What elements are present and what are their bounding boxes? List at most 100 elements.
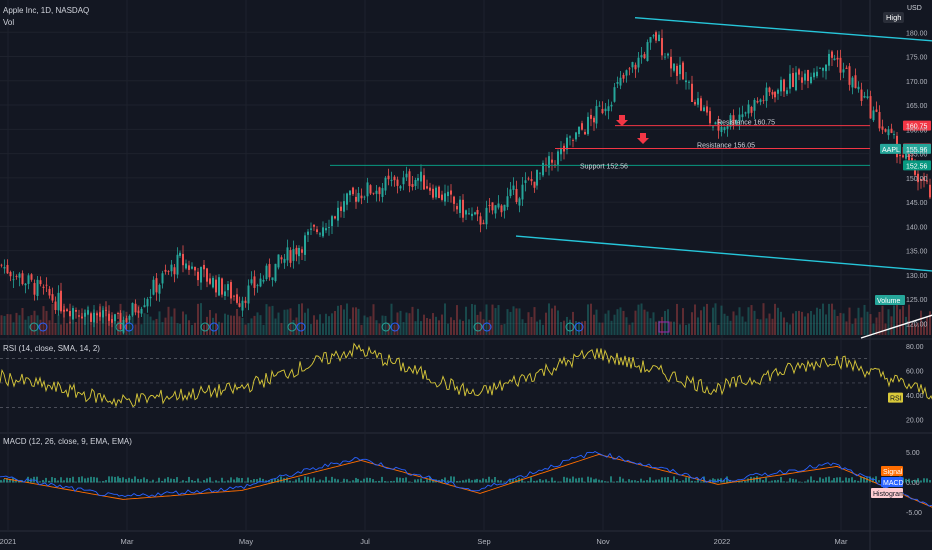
drawing-lines[interactable]	[515, 17, 932, 339]
candle-body[interactable]	[819, 67, 821, 69]
candle-body[interactable]	[60, 290, 62, 312]
candle-body[interactable]	[750, 106, 753, 113]
candle-body[interactable]	[595, 106, 598, 124]
candle-body[interactable]	[777, 89, 779, 94]
candle-body[interactable]	[497, 203, 500, 208]
candle-body[interactable]	[54, 301, 57, 311]
candle-body[interactable]	[920, 178, 922, 181]
candle-body[interactable]	[807, 69, 809, 81]
candle-body[interactable]	[468, 213, 470, 215]
candle-body[interactable]	[899, 155, 901, 157]
candle-body[interactable]	[102, 310, 104, 318]
dividend-icon[interactable]	[296, 322, 306, 332]
candle-body[interactable]	[253, 276, 256, 288]
candle-body[interactable]	[598, 105, 601, 107]
candle-body[interactable]	[607, 106, 610, 112]
candle-body[interactable]	[453, 196, 455, 204]
candle-body[interactable]	[869, 96, 872, 119]
candle-body[interactable]	[795, 72, 797, 91]
candle-body[interactable]	[396, 179, 399, 186]
candle-body[interactable]	[878, 112, 881, 129]
candle-body[interactable]	[590, 114, 592, 119]
candle-body[interactable]	[39, 280, 42, 285]
earnings-icon[interactable]	[473, 322, 483, 332]
candle-body[interactable]	[33, 283, 36, 295]
candle-body[interactable]	[185, 263, 187, 269]
candle-body[interactable]	[474, 212, 476, 215]
candle-body[interactable]	[735, 120, 738, 123]
candle-body[interactable]	[331, 216, 333, 227]
candle-body[interactable]	[230, 282, 232, 299]
candle-body[interactable]	[221, 278, 223, 295]
candle-body[interactable]	[170, 264, 173, 272]
candle-body[interactable]	[581, 123, 583, 130]
candle-body[interactable]	[289, 250, 292, 263]
candle-body[interactable]	[399, 186, 402, 189]
candle-body[interactable]	[863, 96, 866, 98]
candle-body[interactable]	[688, 81, 690, 83]
candle-body[interactable]	[390, 179, 393, 181]
candle-body[interactable]	[539, 172, 541, 174]
candle-body[interactable]	[96, 313, 98, 316]
candle-body[interactable]	[917, 173, 919, 183]
candle-body[interactable]	[456, 206, 458, 210]
candle-body[interactable]	[813, 72, 815, 78]
candle-body[interactable]	[584, 131, 586, 135]
candle-body[interactable]	[825, 64, 827, 72]
candle-body[interactable]	[402, 177, 405, 185]
candle-body[interactable]	[548, 156, 550, 168]
candle-body[interactable]	[533, 181, 536, 188]
earnings-icon[interactable]	[115, 322, 125, 332]
candle-body[interactable]	[465, 210, 467, 215]
candle-body[interactable]	[471, 213, 473, 217]
candle-body[interactable]	[51, 294, 54, 301]
candle-body[interactable]	[774, 91, 776, 98]
candle-body[interactable]	[694, 102, 696, 105]
candle-body[interactable]	[646, 42, 649, 61]
candle-body[interactable]	[479, 216, 482, 225]
candle-body[interactable]	[387, 175, 390, 180]
candle-body[interactable]	[369, 185, 372, 194]
candle-body[interactable]	[560, 147, 562, 155]
candle-body[interactable]	[634, 64, 637, 70]
candle-body[interactable]	[786, 90, 788, 94]
candle-body[interactable]	[670, 56, 672, 69]
candle-body[interactable]	[845, 67, 848, 69]
candle-body[interactable]	[500, 205, 503, 213]
candle-body[interactable]	[866, 96, 869, 98]
candle-body[interactable]	[87, 310, 89, 315]
candle-body[interactable]	[363, 196, 366, 198]
earnings-icon[interactable]	[29, 322, 39, 332]
candle-body[interactable]	[340, 206, 342, 211]
candle-body[interactable]	[765, 87, 768, 101]
candle-body[interactable]	[313, 224, 315, 227]
candle-body[interactable]	[908, 154, 910, 161]
candle-body[interactable]	[697, 98, 699, 105]
candle-body[interactable]	[557, 151, 559, 165]
candle-body[interactable]	[108, 313, 110, 321]
candle-body[interactable]	[209, 278, 211, 284]
candle-body[interactable]	[923, 177, 925, 181]
candle-body[interactable]	[488, 205, 491, 206]
candle-body[interactable]	[703, 107, 705, 112]
candle-body[interactable]	[90, 313, 92, 322]
candle-body[interactable]	[789, 73, 791, 89]
candle-body[interactable]	[462, 199, 464, 218]
candle-body[interactable]	[66, 309, 68, 312]
candle-body[interactable]	[875, 109, 878, 112]
candle-body[interactable]	[601, 108, 604, 114]
candle-body[interactable]	[259, 278, 262, 287]
upcoming-earnings-icon[interactable]	[658, 321, 670, 333]
candle-body[interactable]	[114, 314, 116, 322]
candle-body[interactable]	[723, 127, 726, 131]
macd-pane[interactable]: 5.00 0.00 -5.00 Signal MACD Histogram	[0, 448, 932, 518]
candle-body[interactable]	[872, 110, 875, 121]
candle-body[interactable]	[593, 117, 595, 123]
candle-body[interactable]	[233, 295, 235, 297]
candle-body[interactable]	[155, 278, 158, 293]
candle-body[interactable]	[349, 190, 351, 196]
candle-body[interactable]	[726, 126, 729, 129]
candle-body[interactable]	[93, 312, 95, 323]
candle-body[interactable]	[381, 188, 384, 197]
candle-body[interactable]	[72, 308, 74, 320]
